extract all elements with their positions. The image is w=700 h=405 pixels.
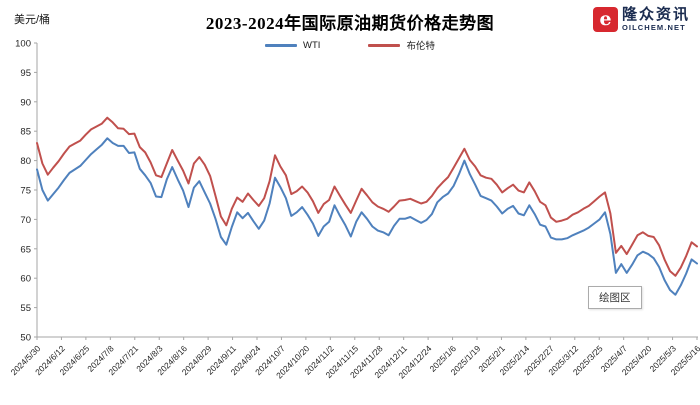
legend-item-wti[interactable]: WTI xyxy=(265,40,320,51)
y-tick-label: 80 xyxy=(20,156,31,167)
y-tick-label: 70 xyxy=(20,215,31,226)
legend-label-wti: WTI xyxy=(303,39,321,51)
y-tick-label: 60 xyxy=(20,274,31,285)
plot-area-tooltip: 绘图区 xyxy=(588,286,642,309)
y-axis-unit-label: 美元/桶 xyxy=(14,14,51,26)
wti-line-swatch-icon xyxy=(265,43,298,47)
brand-text: 隆众资讯 OILCHEM.NET xyxy=(622,7,690,32)
chart-title: 2023-2024年国际原油期货价格走势图 xyxy=(205,14,495,33)
brand-name-en: OILCHEM.NET xyxy=(621,23,686,33)
brent-line[interactable] xyxy=(36,116,698,277)
wti-line[interactable] xyxy=(36,137,698,296)
y-axis-ticks: 50 55 60 65 70 75 80 85 90 95 100 xyxy=(15,39,37,344)
brent-line-swatch-icon xyxy=(368,43,401,47)
oilchem-logo-icon: e xyxy=(592,7,618,32)
brand-name-cn: 隆众资讯 xyxy=(621,6,690,24)
y-tick-label: 85 xyxy=(20,127,31,138)
brand-logo: e 隆众资讯 OILCHEM.NET xyxy=(592,7,690,32)
legend-label-brent: 布伦特 xyxy=(406,41,435,52)
chart-legend: WTI 布伦特 xyxy=(0,38,700,52)
y-tick-label: 90 xyxy=(20,97,31,108)
x-axis-ticks: 2024/5/302024/6/122024/6/252024/7/82024/… xyxy=(9,337,700,380)
y-tick-label: 50 xyxy=(20,333,31,344)
y-tick-label: 75 xyxy=(20,186,31,197)
legend-item-brent[interactable]: 布伦特 xyxy=(368,38,435,52)
logo-letter: e xyxy=(599,8,612,30)
y-tick-label: 55 xyxy=(20,303,31,314)
y-tick-label: 65 xyxy=(20,244,31,255)
y-tick-label: 95 xyxy=(20,68,31,79)
y-tick-label: 100 xyxy=(15,39,31,50)
